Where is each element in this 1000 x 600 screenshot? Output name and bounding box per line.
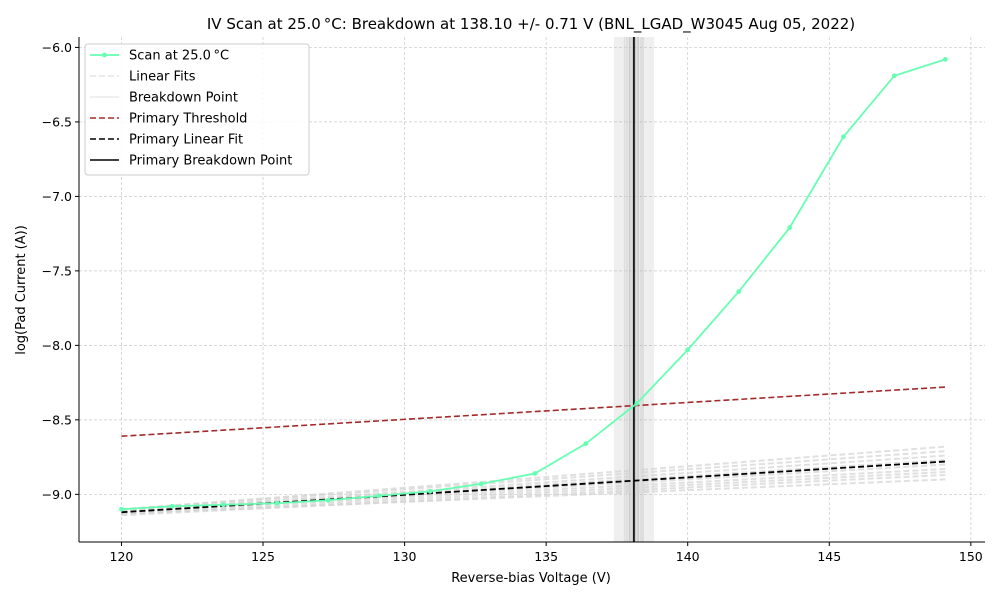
legend-label-primary_breakdown: Primary Breakdown Point <box>129 154 292 169</box>
legend-label-linear_fits: Linear Fits <box>129 70 196 85</box>
legend-label-breakdown_point: Breakdown Point <box>129 91 238 106</box>
y-tick-label-5: −6.5 <box>42 114 72 129</box>
primary-threshold-line <box>121 386 946 438</box>
scan-data-point-7 <box>478 481 484 487</box>
scan-data-point-15 <box>892 73 897 79</box>
legend-marker-scan <box>102 52 107 58</box>
scan-data-point-1 <box>170 503 175 509</box>
scan-data-point-10 <box>634 401 640 406</box>
linear-fit-line-5 <box>121 454 946 512</box>
x-tick-label-0: 120 <box>110 549 134 564</box>
y-tick-label-3: −7.5 <box>42 263 72 278</box>
scan-data-point-4 <box>325 497 331 503</box>
x-tick-label-3: 135 <box>534 549 558 564</box>
y-tick-label-2: −8.0 <box>42 338 72 353</box>
linear-fit-line-1 <box>121 470 946 515</box>
x-tick-label-4: 140 <box>676 549 700 564</box>
legend-label-scan: Scan at 25.0 °C <box>129 49 229 64</box>
scan-data-point-6 <box>427 488 433 494</box>
legend-label-primary_threshold: Primary Threshold <box>129 112 247 127</box>
scan-data-point-0 <box>119 506 124 512</box>
y-tick-label-1: −8.5 <box>42 412 72 427</box>
scan-data-point-11 <box>685 347 691 353</box>
linear-fit-line-2 <box>121 468 946 514</box>
x-tick-label-2: 130 <box>393 549 417 564</box>
y-tick-label-4: −7.0 <box>42 189 72 204</box>
scan-data-point-5 <box>376 493 382 499</box>
linear-fit-line-8 <box>121 478 946 515</box>
legend: Scan at 25.0 °C Linear Fits Breakdown Poin… <box>84 43 310 176</box>
scan-data-point-14 <box>841 134 846 140</box>
x-tick-label-6: 150 <box>959 549 983 564</box>
x-tick-label-1: 125 <box>251 549 275 564</box>
linear-fit-line-6 <box>121 450 946 511</box>
legend-box <box>84 43 310 176</box>
scan-data-point-12 <box>736 289 742 295</box>
x-tick-label-5: 145 <box>817 549 841 564</box>
linear-fit-line-0 <box>121 473 946 517</box>
linear-fit-line-4 <box>121 459 946 512</box>
y-tick-label-6: −6.0 <box>42 40 72 55</box>
x-axis-label: Reverse-bias Voltage (V) <box>451 571 611 586</box>
scan-data-point-13 <box>787 225 793 231</box>
linear-fit-line-7 <box>121 445 946 511</box>
legend-label-primary_linear_fit: Primary Linear Fit <box>129 133 243 148</box>
scan-data-point-3 <box>274 500 280 506</box>
y-tick-label-0: −9.0 <box>42 487 72 502</box>
plot-area: 120 125 130 135 140 145 150 −9.0 −8.5 −8.0 −7.5 −7.… <box>42 37 985 564</box>
chart-title: IV Scan at 25.0 °C: Breakdown at 138.10 … <box>207 15 855 34</box>
scan-data-point-16 <box>942 56 948 62</box>
y-axis-label: log(Pad Current (A)) <box>14 225 29 355</box>
scan-data-point-9 <box>583 441 589 447</box>
scan-data-point-8 <box>532 471 538 476</box>
scan-data-point-2 <box>220 502 226 508</box>
